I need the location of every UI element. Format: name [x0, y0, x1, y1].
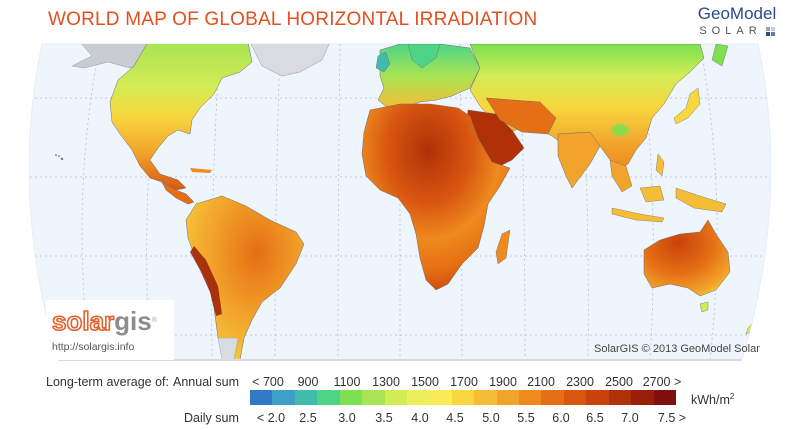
solargis-url-link[interactable]: http://solargis.info [52, 341, 135, 353]
annual-tick: 1700 [450, 375, 478, 389]
color-swatch [429, 390, 452, 405]
brand-name: GeoModel [697, 4, 777, 23]
uk [375, 51, 391, 73]
north-america [109, 44, 253, 191]
annual-tick: 2300 [566, 375, 594, 389]
brand-squares-icon [765, 26, 775, 36]
daily-tick: 5.0 [482, 411, 500, 425]
color-swatch [250, 390, 273, 405]
annual-tick: 1100 [333, 375, 361, 389]
daily-tick: 2.5 [299, 411, 317, 425]
annual-tick: < 700 [252, 375, 284, 389]
geomodel-solar-logo: GeoModel SOLAR [692, 4, 782, 38]
color-swatch [608, 390, 632, 405]
daily-tick: 7.0 [621, 411, 639, 425]
legend-prefix: Long-term average of: [46, 375, 169, 389]
daily-tick: 3.5 [375, 411, 393, 425]
daily-tick: 5.5 [517, 411, 535, 425]
daily-tick: 4.5 [446, 411, 464, 425]
annual-tick: 1900 [489, 375, 517, 389]
color-swatch [272, 390, 295, 405]
europe [377, 44, 481, 109]
annual-tick: 1500 [411, 375, 439, 389]
brand-subtitle-text: SOLAR [699, 25, 762, 37]
copyright-text: SolarGIS © 2013 GeoModel Solar [594, 343, 760, 355]
annual-tick: 1300 [372, 375, 400, 389]
annual-tick: 900 [297, 375, 319, 389]
solargis-logo-box: solargis® http://solargis.info [46, 300, 174, 360]
map-title: WORLD MAP OF GLOBAL HORIZONTAL IRRADIATI… [48, 9, 538, 30]
unit-text: kWh/m [691, 393, 730, 408]
color-swatch [653, 390, 677, 405]
solargis-logo-gis: gis [114, 306, 152, 336]
australia [643, 219, 731, 297]
brand-subtitle: SOLAR [692, 25, 782, 37]
legend-daily-label: Daily sum [184, 411, 239, 425]
color-swatch [496, 390, 520, 405]
color-swatch [519, 390, 542, 405]
india [557, 131, 601, 189]
daily-tick: 7.5 > [657, 411, 687, 425]
world-irradiation-map [28, 43, 772, 361]
color-swatch [563, 390, 587, 405]
color-swatch [294, 390, 318, 405]
legend-annual-label: Annual sum [173, 375, 240, 389]
color-swatch [317, 390, 340, 405]
unit-superscript: 2 [729, 392, 735, 401]
solargis-logo-solar: solar [51, 306, 115, 336]
color-swatch [541, 390, 564, 405]
legend-color-bar [250, 390, 677, 405]
annual-tick: 2500 [605, 375, 633, 389]
madagascar [495, 229, 511, 265]
daily-tick: 3.0 [338, 411, 356, 425]
color-swatch [339, 390, 363, 405]
color-swatch [384, 390, 407, 405]
central-america [161, 181, 195, 205]
color-swatch [631, 390, 654, 405]
color-swatch [586, 390, 609, 405]
legend-unit: kWh/m2 [691, 392, 734, 407]
color-swatch [451, 390, 475, 405]
solargis-logo: solargis® [51, 306, 157, 336]
daily-tick: 6.0 [552, 411, 570, 425]
daily-tick: 6.5 [586, 411, 604, 425]
africa [361, 103, 511, 291]
color-swatch [474, 390, 497, 405]
annual-tick: 2700 > [642, 375, 682, 389]
registered-mark: ® [151, 317, 157, 324]
daily-tick: < 2.0 [256, 411, 286, 425]
color-swatch [362, 390, 385, 405]
color-swatch [406, 390, 430, 405]
daily-tick: 4.0 [411, 411, 429, 425]
greenland [249, 44, 331, 77]
japan [673, 87, 701, 125]
annual-tick: 2100 [527, 375, 555, 389]
